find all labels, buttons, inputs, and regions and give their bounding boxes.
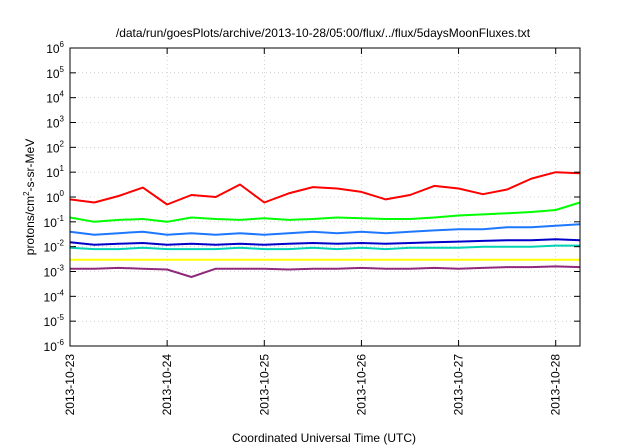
- y-axis-label-rest: -s-sr-MeV: [23, 139, 37, 192]
- y-tick-label: 105: [46, 65, 64, 81]
- y-tick-label-exponent: -1: [57, 214, 65, 223]
- x-tick-label: 2013-10-26: [354, 354, 368, 416]
- x-tick-label: 2013-10-25: [257, 354, 271, 416]
- y-tick-label: 101: [46, 164, 64, 180]
- y-axis-label-sup: 2: [22, 191, 31, 196]
- series-line: [69, 238, 581, 246]
- y-tick-label-exponent: -6: [57, 338, 65, 347]
- y-axis-label: protons/cm2-s-sr-MeV: [22, 139, 37, 255]
- y-tick-label-exponent: -4: [57, 288, 65, 297]
- y-tick-label-base: 10: [44, 266, 58, 280]
- y-tick-label: 102: [46, 139, 64, 155]
- y-axis: 10-610-510-410-310-210-11001011021031041…: [44, 40, 580, 354]
- y-tick-label-exponent: -5: [57, 313, 65, 322]
- y-tick-label-base: 10: [44, 241, 58, 255]
- series-line: [69, 244, 580, 251]
- y-tick-label: 10-2: [44, 239, 65, 255]
- y-tick-label: 10-5: [44, 313, 65, 329]
- y-tick-label: 10-1: [44, 214, 65, 230]
- y-tick-label: 106: [46, 40, 64, 56]
- x-tick-label: 2013-10-27: [452, 354, 466, 416]
- series-group: [69, 171, 581, 278]
- y-tick-label-exponent: 1: [60, 164, 65, 173]
- y-tick-label-exponent: -3: [57, 264, 65, 273]
- y-tick-label-base: 10: [44, 290, 58, 304]
- y-tick-label-base: 10: [46, 141, 60, 155]
- y-tick-label-exponent: 2: [60, 139, 65, 148]
- y-axis-label-base: protons/cm: [23, 196, 37, 255]
- y-tick-label: 10-6: [44, 338, 65, 354]
- y-tick-label-exponent: 3: [60, 115, 65, 124]
- grid-lines: [70, 48, 580, 346]
- y-tick-label-exponent: 4: [60, 90, 65, 99]
- series-line: [69, 223, 581, 236]
- y-tick-label-base: 10: [46, 117, 60, 131]
- x-axis: 2013-10-23 2013-10-24 2013-10-25 2013-10-26…: [63, 48, 563, 415]
- y-tick-label-exponent: 6: [60, 40, 65, 49]
- y-tick-label-base: 10: [44, 315, 58, 329]
- y-tick-label: 10-4: [44, 288, 65, 304]
- y-tick-label: 100: [46, 189, 64, 205]
- x-axis-label: Coordinated Universal Time (UTC): [232, 431, 416, 445]
- y-tick-label: 104: [46, 90, 64, 106]
- x-tick-label: 2013-10-24: [160, 354, 174, 416]
- y-tick-label-base: 10: [46, 42, 60, 56]
- y-tick-label-base: 10: [46, 92, 60, 106]
- series-line: [69, 201, 581, 223]
- y-tick-label-exponent: 0: [60, 189, 65, 198]
- y-tick-label-base: 10: [46, 67, 60, 81]
- y-tick-label: 10-3: [44, 264, 65, 280]
- y-tick-label-base: 10: [44, 340, 58, 354]
- y-tick-label-base: 10: [46, 166, 60, 180]
- y-tick-label-exponent: -2: [57, 239, 65, 248]
- chart-title: /data/run/goesPlots/archive/2013-10-28/0…: [116, 26, 531, 40]
- x-tick-label: 2013-10-28: [549, 354, 563, 416]
- y-tick-label: 103: [46, 115, 64, 131]
- x-tick-label: 2013-10-23: [63, 354, 77, 416]
- y-tick-label-base: 10: [44, 216, 58, 230]
- series-line: [70, 265, 581, 278]
- y-tick-label-base: 10: [46, 191, 60, 205]
- y-tick-label-exponent: 5: [60, 65, 65, 74]
- series-line: [69, 171, 581, 206]
